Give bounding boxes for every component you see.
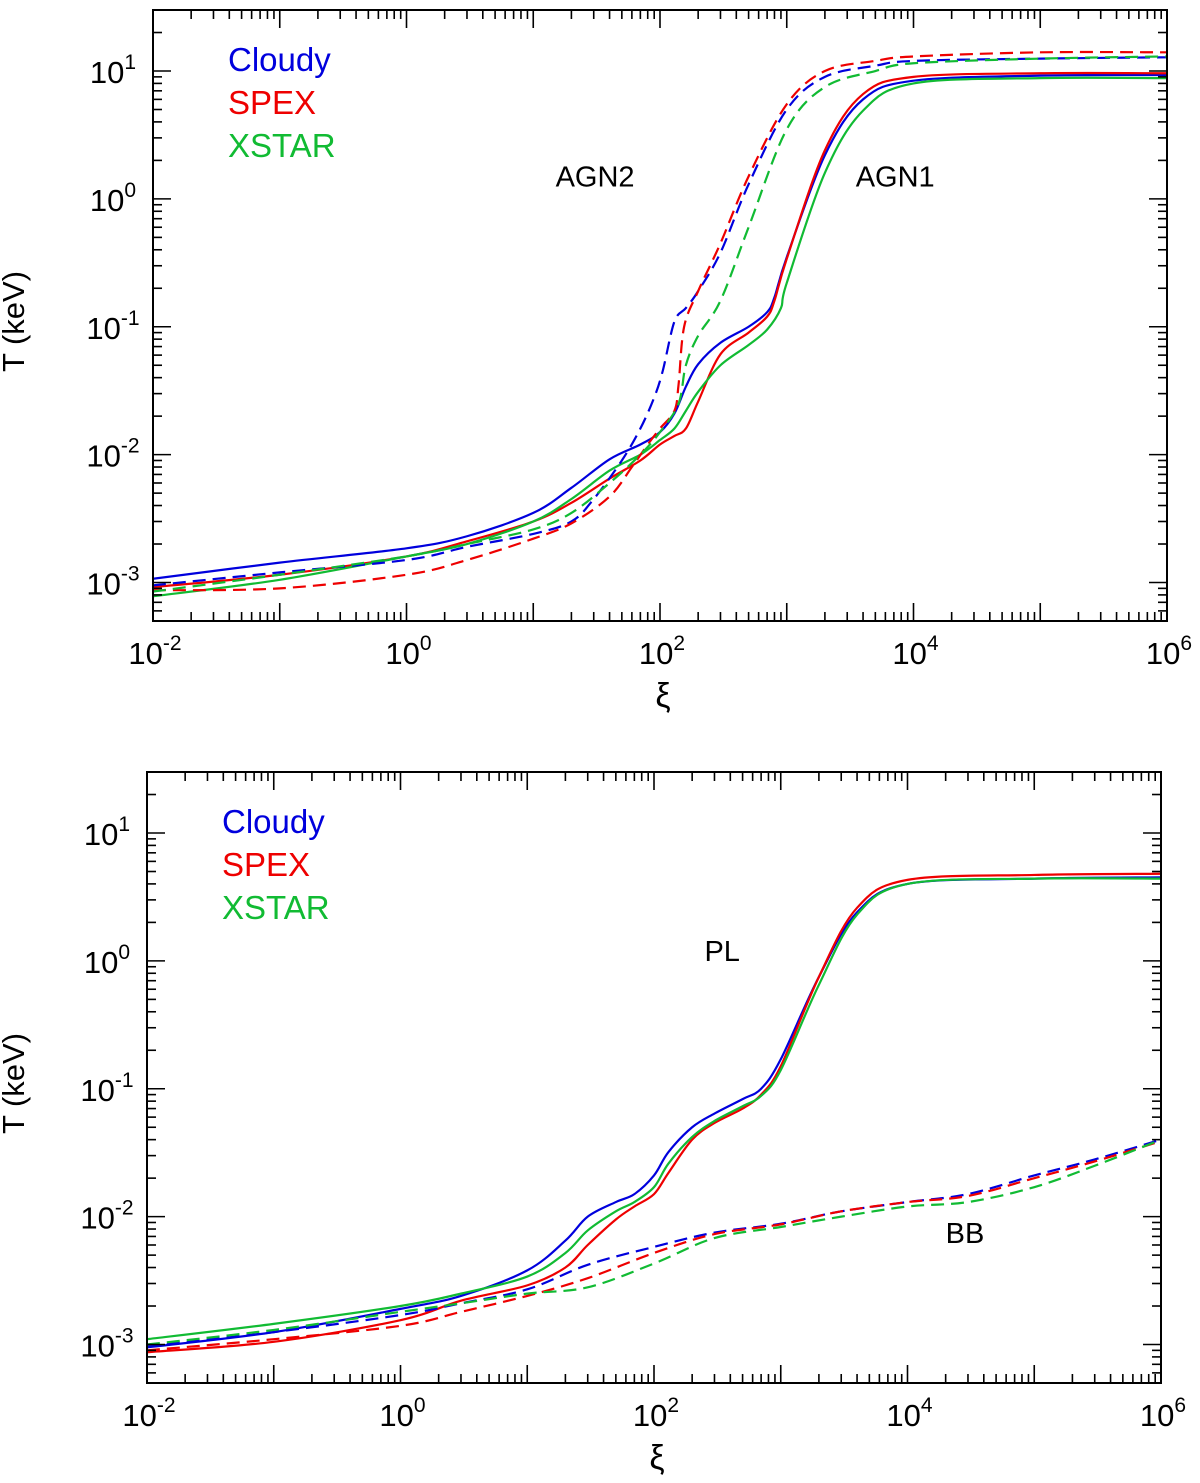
legend-entry-spex: SPEX [228, 84, 316, 121]
annotation-bb: BB [946, 1218, 985, 1250]
y-tick-label: 10-1 [80, 1069, 133, 1108]
series-line-cloudy-pl [147, 876, 1161, 1349]
tick-marks [146, 771, 1162, 1384]
legend: Cloudy SPEX XSTAR [228, 41, 336, 164]
x-tick-label: 10-2 [128, 632, 181, 671]
series-line-spex-pl [147, 872, 1161, 1354]
y-tick-label: 10-2 [80, 1197, 133, 1236]
series-line-xstar-agn2 [153, 55, 1167, 593]
x-axis-label: ξ [649, 1439, 664, 1477]
x-tick-label: 102 [639, 632, 685, 671]
x-tick-label: 102 [633, 1394, 679, 1433]
legend-entry-xstar: XSTAR [222, 889, 330, 926]
annotation-pl: PL [704, 936, 739, 968]
y-tick-label: 10-3 [80, 1325, 133, 1364]
x-tick-label: 104 [892, 632, 938, 671]
y-axis-label: T (keV) [0, 271, 31, 372]
annotation-agn1: AGN1 [856, 161, 935, 193]
annotation-agn2: AGN2 [556, 161, 635, 193]
series-line-cloudy-bb [147, 1138, 1161, 1348]
chart-panel-2: 10-2 100 102 104 106 10-3 10-2 10-1 100 101 ξ T (ke… [0, 771, 1186, 1477]
y-tick-label: 101 [90, 51, 136, 90]
y-tick-label: 10-2 [86, 435, 139, 474]
y-tick-label: 100 [84, 941, 130, 980]
series-line-cloudy-agn1 [153, 73, 1167, 580]
x-tick-label: 10-2 [122, 1394, 175, 1433]
y-axis-label: T (keV) [0, 1033, 31, 1134]
series-line-xstar-pl [147, 877, 1161, 1341]
x-tick-label: 106 [1146, 632, 1192, 671]
x-axis-label: ξ [655, 677, 670, 715]
plot-area [147, 872, 1161, 1354]
legend-entry-spex: SPEX [222, 846, 310, 883]
y-tick-label: 100 [90, 179, 136, 218]
x-tick-label: 106 [1140, 1394, 1186, 1433]
x-tick-label: 104 [886, 1394, 932, 1433]
series-line-xstar-bb [147, 1138, 1161, 1346]
legend-entry-cloudy: Cloudy [222, 803, 325, 840]
y-tick-label: 10-3 [86, 563, 139, 602]
chart-panel-1: 10-2 100 102 104 106 10-3 10-2 10-1 100 101 ξ T (ke… [0, 9, 1192, 715]
tick-marks [152, 9, 1168, 622]
legend: Cloudy SPEX XSTAR [222, 803, 330, 926]
plot-area [153, 50, 1167, 598]
y-tick-label: 10-1 [86, 307, 139, 346]
legend-entry-cloudy: Cloudy [228, 41, 331, 78]
series-line-spex-agn1 [153, 71, 1167, 589]
y-tick-label: 101 [84, 813, 130, 852]
series-line-xstar-agn1 [153, 76, 1167, 598]
x-tick-label: 100 [379, 1394, 425, 1433]
legend-entry-xstar: XSTAR [228, 127, 336, 164]
x-tick-label: 100 [385, 632, 431, 671]
series-line-spex-bb [147, 1139, 1161, 1352]
